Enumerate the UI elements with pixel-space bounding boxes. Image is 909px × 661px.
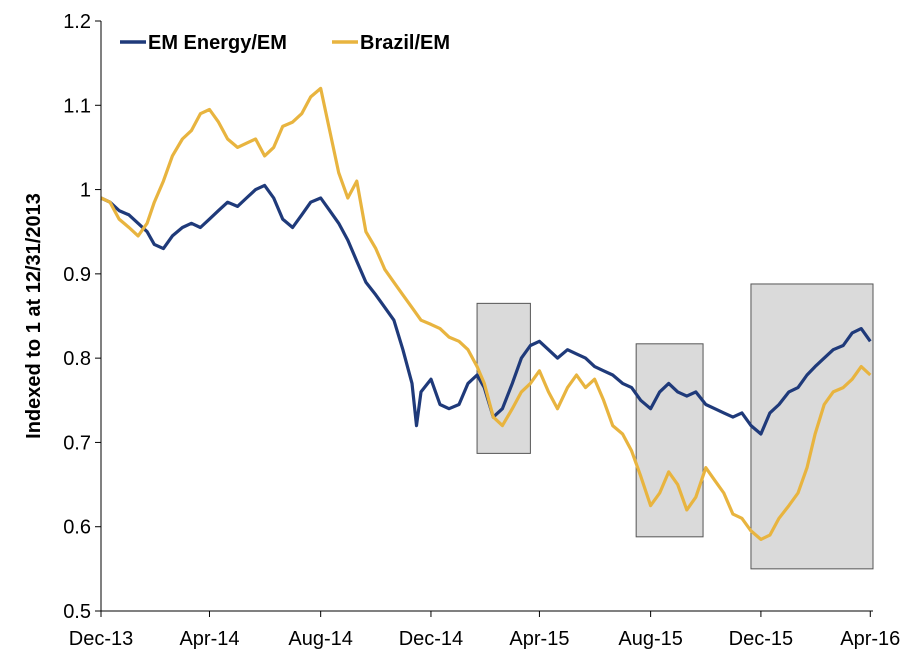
x-tick-label: Apr-16 bbox=[840, 628, 900, 650]
series-line-2 bbox=[100, 86, 872, 541]
y-tick-label: 1.2 bbox=[63, 11, 91, 33]
x-tick-label: Dec-13 bbox=[69, 628, 133, 650]
legend-label-2: Brazil/EM bbox=[360, 32, 450, 54]
y-tick-label: 0.7 bbox=[63, 432, 91, 454]
x-tick-label: Apr-14 bbox=[179, 628, 239, 650]
y-tick-label: 1 bbox=[80, 180, 91, 202]
x-tick-labels: Dec-13 Apr-14 Aug-14 Dec-14 Apr-15 Aug-15 Dec-… bbox=[69, 628, 901, 650]
axes bbox=[95, 20, 873, 617]
highlight-box-3 bbox=[750, 283, 874, 570]
y-tick-label: 0.9 bbox=[63, 264, 91, 286]
y-tick-label: 0.8 bbox=[63, 348, 91, 370]
x-tick-label: Aug-14 bbox=[288, 628, 353, 650]
x-tick-label: Aug-15 bbox=[618, 628, 683, 650]
y-tick-label: 0.5 bbox=[63, 601, 91, 623]
series-lines bbox=[100, 86, 872, 541]
series-line-1 bbox=[100, 183, 872, 436]
y-tick-labels: 0.5 0.6 0.7 0.8 0.9 1 1.1 1.2 bbox=[63, 11, 91, 623]
legend-label-1: EM Energy/EM bbox=[148, 32, 287, 54]
highlight-boxes bbox=[476, 283, 874, 570]
y-axis-label: Indexed to 1 at 12/31/2013 bbox=[23, 193, 45, 439]
highlight-box-1 bbox=[476, 302, 531, 454]
y-tick-label: 0.6 bbox=[63, 517, 91, 539]
x-tick-label: Apr-15 bbox=[509, 628, 569, 650]
highlight-box-2 bbox=[635, 343, 704, 538]
x-tick-label: Dec-14 bbox=[399, 628, 463, 650]
legend: EM Energy/EM Brazil/EM bbox=[120, 32, 450, 54]
y-tick-label: 1.1 bbox=[63, 95, 91, 117]
x-tick-label: Dec-15 bbox=[729, 628, 793, 650]
